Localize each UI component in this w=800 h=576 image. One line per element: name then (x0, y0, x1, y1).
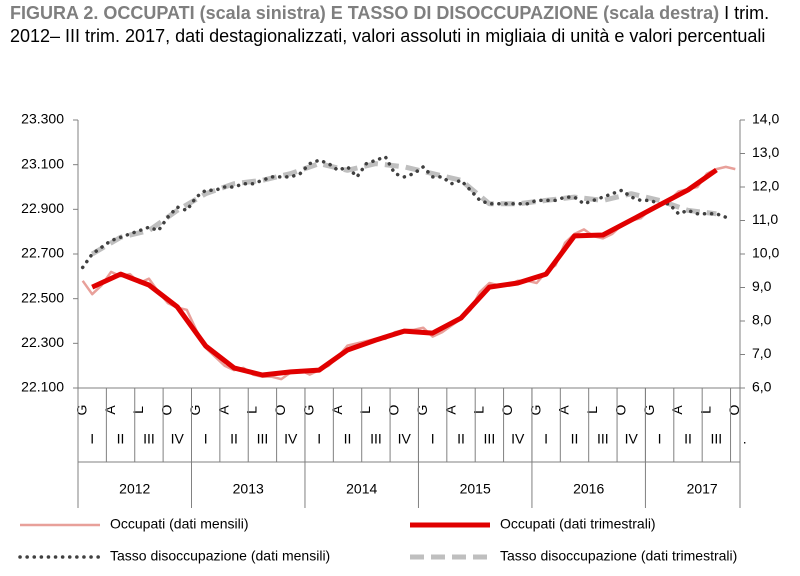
y2-tick-label: 12,0 (752, 178, 779, 194)
quarter-label: II (457, 431, 465, 447)
quarter-label: III (484, 431, 496, 447)
x-tick-label: G (641, 405, 657, 416)
year-label: 2012 (119, 481, 150, 497)
x-tick-label: A (669, 405, 685, 415)
legend-label: Occupati (dati trimestrali) (500, 516, 656, 532)
x-tick-label: G (73, 405, 89, 416)
series-line (91, 167, 718, 378)
y-tick-label: 23.300 (21, 111, 64, 127)
quarter-label: III (257, 431, 269, 447)
x-tick-label: L (584, 406, 600, 414)
x-tick-label: O (272, 404, 288, 415)
y2-tick-label: 14,0 (752, 111, 779, 127)
series-line (90, 161, 717, 257)
x-tick-label: A (442, 405, 458, 415)
x-tick-label: L (698, 406, 714, 414)
y2-tick-label: 11,0 (752, 211, 778, 227)
x-tick-label: O (386, 404, 402, 415)
quarter-label: II (344, 431, 352, 447)
quarter-label: IV (625, 431, 639, 447)
quarter-label: I (431, 431, 435, 447)
quarter-label: . (743, 431, 747, 447)
year-label: 2016 (573, 481, 604, 497)
y-tick-label: 22.300 (21, 334, 64, 350)
series-line (80, 155, 728, 270)
x-tick-label: O (726, 404, 742, 415)
y2-tick-label: 13,0 (752, 144, 779, 160)
quarter-label: I (204, 431, 208, 447)
legend-label: Tasso disoccupazione (dati mensili) (110, 548, 330, 564)
y-tick-label: 22.500 (21, 289, 64, 305)
y2-tick-label: 8,0 (752, 312, 772, 328)
x-tick-label: O (612, 404, 628, 415)
x-tick-label: L (130, 406, 146, 414)
quarter-label: II (117, 431, 125, 447)
year-label: 2017 (687, 481, 718, 497)
quarter-label: III (370, 431, 382, 447)
quarter-label: IV (398, 431, 412, 447)
quarter-label: III (143, 431, 155, 447)
y2-tick-label: 10,0 (752, 245, 779, 261)
x-tick-label: L (471, 406, 487, 414)
x-tick-label: A (556, 405, 572, 415)
chart-heading: FIGURA 2. OCCUPATI (scala sinistra) E TA… (10, 2, 790, 48)
y2-tick-label: 9,0 (752, 278, 772, 294)
legend-label: Tasso disoccupazione (dati trimestrali) (500, 548, 737, 564)
x-tick-label: G (300, 405, 316, 416)
chart-subtitle: I trim. 2012– III trim. 2017, dati desta… (10, 3, 770, 46)
x-tick-label: A (102, 405, 118, 415)
quarter-label: II (230, 431, 238, 447)
year-label: 2013 (233, 481, 264, 497)
quarter-label: III (711, 431, 723, 447)
x-tick-label: L (244, 406, 260, 414)
quarter-label: I (90, 431, 94, 447)
x-tick-label: A (329, 405, 345, 415)
series-line (81, 165, 736, 381)
y2-tick-label: 6,0 (752, 379, 772, 395)
quarter-label: IV (284, 431, 298, 447)
x-tick-label: O (499, 404, 515, 415)
chart-title: FIGURA 2. OCCUPATI (scala sinistra) E TA… (10, 3, 720, 23)
x-tick-label: A (215, 405, 231, 415)
x-tick-label: O (159, 404, 175, 415)
quarter-label: IV (171, 431, 185, 447)
quarter-label: I (317, 431, 321, 447)
quarter-label: III (597, 431, 609, 447)
quarter-label: II (571, 431, 579, 447)
x-tick-label: L (357, 406, 373, 414)
y-tick-label: 22.700 (21, 245, 64, 261)
legend-label: Occupati (dati mensili) (110, 516, 249, 532)
year-label: 2015 (460, 481, 491, 497)
y-tick-label: 22.900 (21, 200, 64, 216)
quarter-label: I (544, 431, 548, 447)
quarter-label: IV (511, 431, 525, 447)
x-tick-label: G (414, 405, 430, 416)
year-label: 2014 (346, 481, 377, 497)
y2-tick-label: 7,0 (752, 345, 772, 361)
quarter-label: II (684, 431, 692, 447)
x-tick-label: G (527, 405, 543, 416)
quarter-label: I (658, 431, 662, 447)
y-tick-label: 23.100 (21, 155, 64, 171)
x-tick-label: G (187, 405, 203, 416)
y-tick-label: 22.100 (21, 379, 64, 395)
